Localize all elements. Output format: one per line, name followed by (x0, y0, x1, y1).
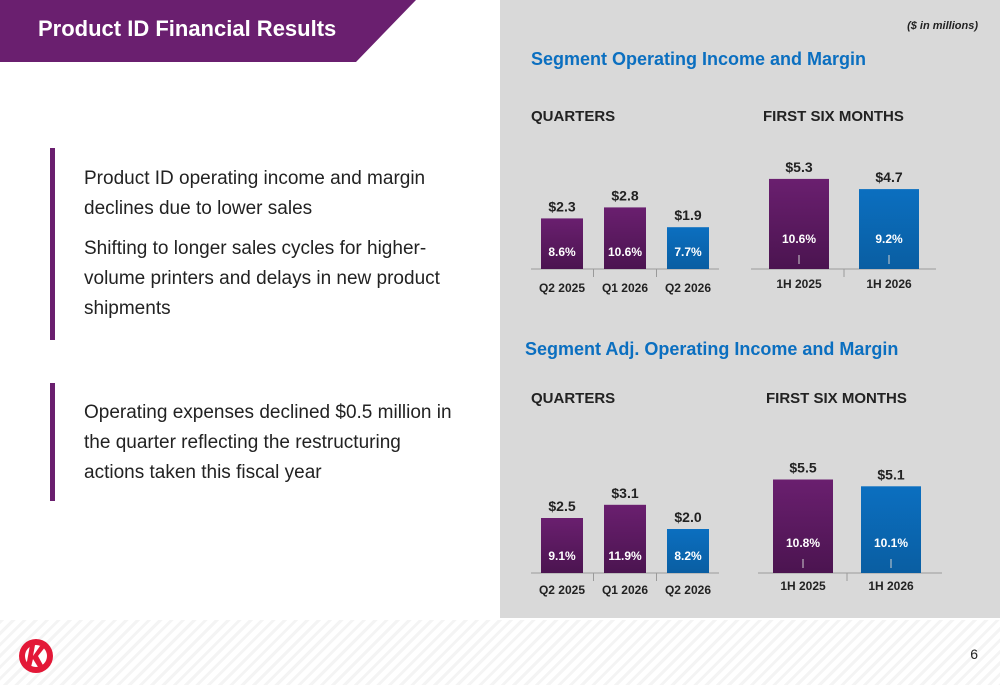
section-title: Segment Operating Income and Margin (531, 49, 866, 69)
category-label: Q2 2025 (539, 583, 585, 597)
category-label: Q2 2025 (539, 281, 585, 295)
footer-band (0, 620, 1000, 685)
bar (769, 178, 829, 269)
category-label: 1H 2026 (866, 277, 912, 291)
margin-label: 10.1% (874, 536, 908, 550)
title-banner-shape (0, 0, 416, 62)
bar-value-label: $5.3 (785, 159, 812, 175)
bar-value-label: $2.5 (548, 498, 575, 514)
bar-value-label: $2.3 (548, 198, 575, 214)
chart-title: FIRST SIX MONTHS (763, 108, 904, 125)
bar-value-label: $3.1 (611, 485, 638, 501)
margin-label: 10.6% (782, 232, 816, 246)
bar-value-label: $4.7 (875, 169, 902, 185)
chart-title: FIRST SIX MONTHS (766, 390, 907, 407)
bar-value-label: $2.8 (611, 187, 638, 203)
bar (604, 207, 646, 269)
page-number: 6 (970, 646, 978, 662)
bar (604, 504, 646, 573)
bullet-accent-bar (50, 148, 55, 340)
category-label: Q2 2026 (665, 281, 711, 295)
company-logo-icon (16, 636, 56, 681)
bullet-paragraph: Product ID operating income and margin d… (84, 168, 426, 219)
charts-canvas: Segment Operating Income and Margin QUART… (525, 49, 942, 597)
bar (541, 518, 583, 573)
category-label: Q1 2026 (602, 281, 648, 295)
margin-label: 10.6% (608, 245, 642, 259)
bullet-paragraph: Operating expenses declined $0.5 million… (84, 402, 452, 483)
bar (667, 529, 709, 573)
bullet-paragraph: Shifting to longer sales cycles for high… (84, 238, 440, 319)
bar (773, 479, 833, 573)
margin-label: 8.6% (548, 245, 576, 259)
page-title: Product ID Financial Results (38, 16, 337, 41)
margin-label: 9.2% (875, 232, 903, 246)
margin-label: 7.7% (674, 245, 702, 259)
category-label: 1H 2025 (780, 579, 826, 593)
bar-value-label: $5.1 (877, 466, 904, 482)
chart-title: QUARTERS (531, 390, 615, 407)
chart-title: QUARTERS (531, 108, 615, 125)
bar-value-label: $2.0 (674, 509, 701, 525)
margin-label: 11.9% (608, 549, 642, 563)
category-label: Q1 2026 (602, 583, 648, 597)
bar (541, 218, 583, 269)
title-banner: Product ID Financial Results (0, 0, 420, 62)
bullet-accent-bar (50, 383, 55, 501)
margin-label: 8.2% (674, 549, 702, 563)
bar-value-label: $1.9 (674, 207, 701, 223)
bar (861, 486, 921, 573)
category-label: 1H 2025 (776, 277, 822, 291)
bar (667, 227, 709, 269)
margin-label: 9.1% (548, 549, 576, 563)
units-note: ($ in millions) (907, 20, 978, 32)
category-label: Q2 2026 (665, 583, 711, 597)
margin-label: 10.8% (786, 536, 820, 550)
section-title: Segment Adj. Operating Income and Margin (525, 339, 898, 359)
category-label: 1H 2026 (868, 579, 914, 593)
bar-value-label: $5.5 (789, 460, 816, 476)
